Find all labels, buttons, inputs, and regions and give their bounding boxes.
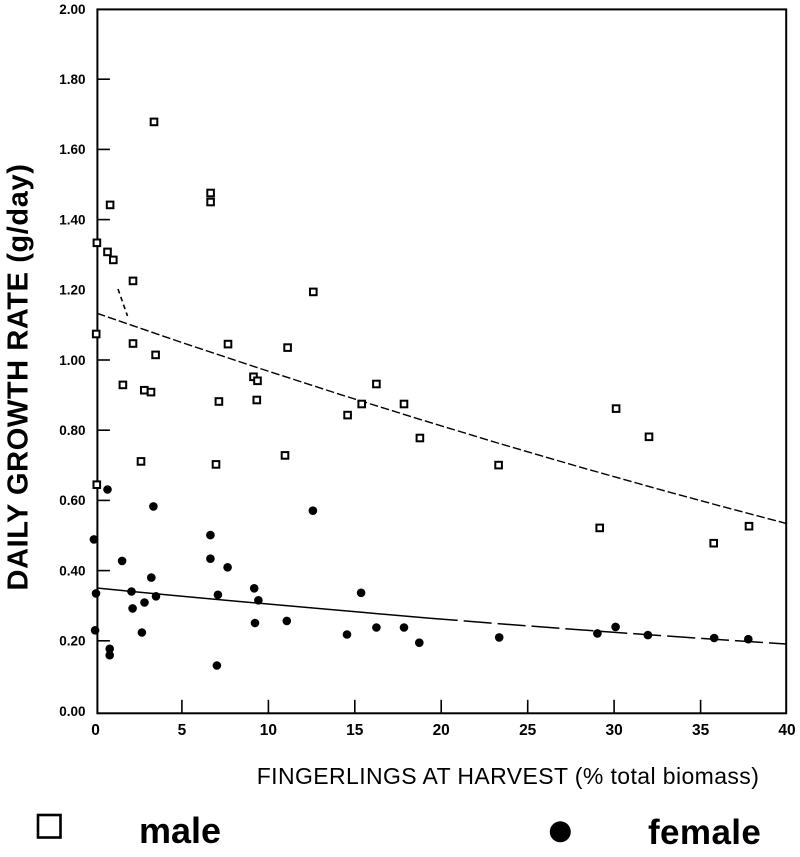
svg-text:25: 25 [519, 722, 537, 739]
svg-text:0.20: 0.20 [59, 634, 85, 649]
svg-text:0.40: 0.40 [59, 563, 85, 578]
svg-text:35: 35 [692, 722, 710, 739]
svg-text:1.20: 1.20 [59, 283, 85, 298]
svg-text:female: female [648, 813, 761, 852]
svg-text:10: 10 [260, 722, 277, 739]
svg-text:20: 20 [433, 722, 450, 739]
svg-text:0: 0 [91, 722, 100, 739]
svg-text:15: 15 [346, 722, 364, 739]
svg-text:2.00: 2.00 [59, 2, 85, 17]
svg-text:1.00: 1.00 [59, 353, 85, 368]
svg-text:1.40: 1.40 [59, 212, 85, 227]
svg-text:0.00: 0.00 [59, 704, 85, 719]
svg-text:0.80: 0.80 [59, 423, 85, 438]
svg-text:0.60: 0.60 [59, 493, 85, 508]
svg-text:40: 40 [778, 722, 795, 739]
svg-text:1.80: 1.80 [59, 72, 85, 87]
svg-text:DAILY GROWTH RATE (g/day): DAILY GROWTH RATE (g/day) [3, 164, 35, 591]
svg-text:5: 5 [178, 722, 187, 739]
svg-text:1.60: 1.60 [59, 142, 85, 157]
svg-text:male: male [139, 810, 221, 851]
svg-text:FINGERLINGS AT HARVEST (% tota: FINGERLINGS AT HARVEST (% total biomass) [257, 763, 760, 789]
svg-text:30: 30 [605, 722, 622, 739]
